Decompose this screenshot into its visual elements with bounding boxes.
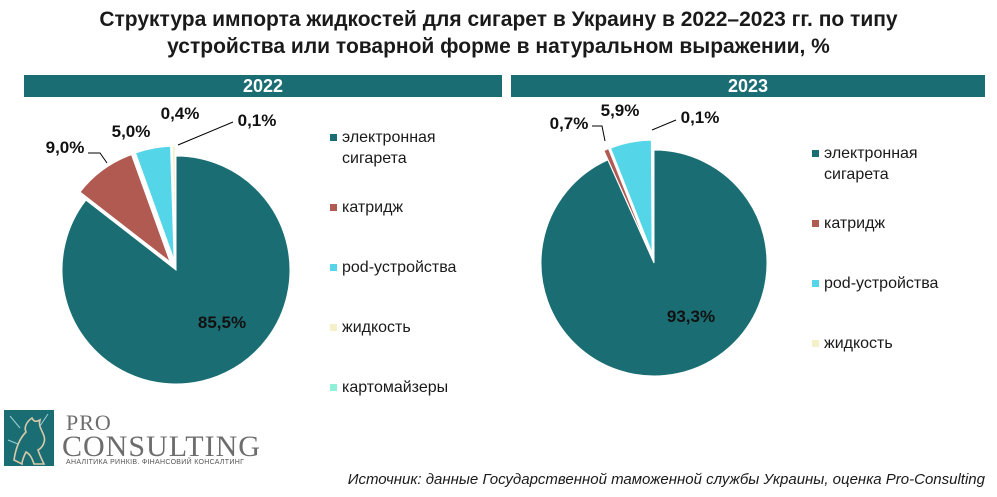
panel-title-2023: 2023 bbox=[511, 75, 985, 97]
legend-item-4: картомайзеры bbox=[330, 377, 500, 398]
pie-2023-slice-0 bbox=[540, 149, 768, 377]
pie-2022-slice-2 bbox=[134, 145, 175, 261]
pie-2023-value-label-0: 93,3% bbox=[667, 307, 715, 326]
legend-label: электронная сигарета bbox=[824, 145, 918, 183]
panel-title-2022: 2022 bbox=[24, 75, 502, 97]
legend-swatch bbox=[330, 134, 337, 141]
pie-2023-leader-3 bbox=[651, 119, 677, 131]
legend-label: pod-устройства bbox=[824, 275, 939, 292]
legend-swatch bbox=[330, 384, 337, 391]
pie-2023-slice-1 bbox=[603, 148, 651, 254]
chart-title: Структура импорта жидкостей для сигарет … bbox=[0, 6, 997, 60]
chart-title-line-2: устройства или товарной форме в натураль… bbox=[167, 35, 830, 58]
legend-item-2: pod-устройства bbox=[330, 257, 500, 278]
legend-swatch bbox=[812, 340, 819, 347]
pie-2022-slice-0 bbox=[61, 155, 291, 385]
legend-item-3: жидкость bbox=[812, 333, 982, 354]
horse-logo-icon bbox=[4, 410, 54, 466]
legend-label: pod-устройства bbox=[342, 259, 457, 276]
legend-swatch bbox=[812, 150, 819, 157]
legend-swatch bbox=[812, 220, 819, 227]
pie-2022: 85,5% 9,0% 5,0% 0,4% 0,1% bbox=[46, 104, 291, 385]
legend-label: жидкость bbox=[824, 335, 893, 352]
legend-label: жидкость bbox=[342, 319, 411, 336]
pie-2022-value-label-3: 0,4% bbox=[161, 104, 200, 123]
pro-consulting-logo: PRO CONSULTING АНАЛІТИКА РИНКІВ. ФІНАНСО… bbox=[4, 410, 260, 470]
legend-label: картомайзеры bbox=[342, 379, 449, 396]
legend-label: катридж bbox=[824, 215, 886, 232]
pie-2023-slice-3 bbox=[652, 139, 655, 254]
pie-2022-value-label-2: 5,0% bbox=[112, 122, 151, 141]
pie-2022-slice-4 bbox=[174, 145, 177, 261]
pie-2022-slice-1 bbox=[79, 154, 172, 264]
logo-tagline: АНАЛІТИКА РИНКІВ. ФІНАНСОВИЙ КОНСАЛТИНГ bbox=[66, 459, 245, 466]
legend-item-2: pod-устройства bbox=[812, 273, 982, 294]
legend-item-1: катридж bbox=[812, 213, 982, 234]
pie-2023-value-label-3: 0,1% bbox=[681, 108, 720, 127]
legend-item-0: электронная сигарета bbox=[812, 143, 982, 185]
pie-2022-leader-1 bbox=[88, 152, 108, 164]
legend-item-0: электронная сигарета bbox=[330, 127, 500, 169]
chart-title-line-1: Структура импорта жидкостей для сигарет … bbox=[99, 8, 898, 31]
logo-pro-text: PRO bbox=[66, 410, 112, 435]
legend-swatch bbox=[330, 204, 337, 211]
source-note: Источник: данные Государственной таможен… bbox=[347, 471, 985, 488]
legend-swatch bbox=[330, 324, 337, 331]
pie-2023-value-label-2: 5,9% bbox=[601, 101, 640, 120]
pie-2023-slice-2 bbox=[609, 139, 653, 254]
pie-2022-value-label-4: 0,1% bbox=[238, 111, 277, 130]
legend-swatch bbox=[812, 280, 819, 287]
legend-label: катридж bbox=[342, 199, 404, 216]
logo-consulting-text: CONSULTING bbox=[62, 430, 261, 463]
pie-2023-value-label-1: 0,7% bbox=[550, 114, 589, 133]
pie-2022-value-label-1: 9,0% bbox=[46, 138, 85, 157]
pie-2022-value-label-0: 85,5% bbox=[198, 313, 246, 332]
legend-label: электронная сигарета bbox=[342, 129, 436, 167]
legend-item-1: катридж bbox=[330, 197, 500, 218]
pie-2023: 93,3% 0,7% 5,9% 0,1% bbox=[540, 101, 768, 377]
pie-2023-leader-1 bbox=[592, 125, 606, 142]
pie-2022-leader-4 bbox=[177, 121, 234, 146]
legend-swatch bbox=[330, 264, 337, 271]
legend-item-3: жидкость bbox=[330, 317, 500, 338]
